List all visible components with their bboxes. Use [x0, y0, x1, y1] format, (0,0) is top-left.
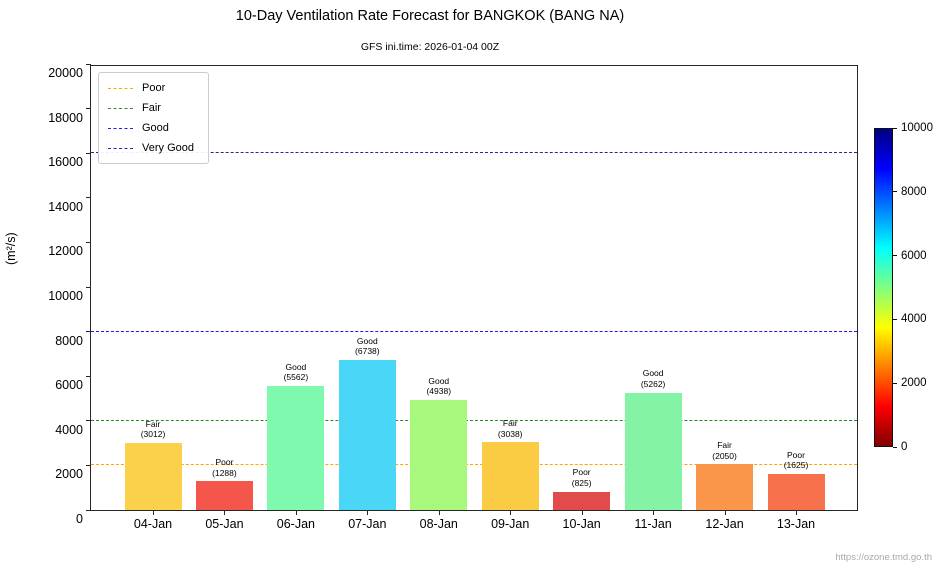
bar-label-11-Jan: Good (5262): [640, 368, 666, 390]
bar-label-13-Jan: Poor (1625): [783, 449, 809, 471]
bar-08-Jan: [410, 399, 468, 510]
bar-12-Jan: [696, 464, 754, 510]
legend-item-poor: Poor: [108, 78, 194, 98]
bar-07-Jan: [338, 359, 396, 510]
threshold-line-poor: [91, 464, 857, 466]
y-tick: [86, 286, 91, 288]
legend-dash-sample: [108, 107, 133, 109]
y-tick: [86, 108, 91, 110]
plot-area: Fair (3012) Poor (1288) Good (5562) Good (6738)…: [48, 63, 858, 531]
bar-05-Jan: [195, 481, 253, 510]
bar-label-05-Jan: Poor (1288): [212, 457, 237, 478]
x-tick: [295, 510, 297, 515]
colorbar-tick-label: 0: [901, 441, 908, 453]
legend-item-fair: Fair: [108, 98, 194, 118]
x-tick-label: 04-Jan: [133, 517, 173, 531]
colorbar: [874, 128, 893, 447]
threshold-line-fair: [91, 419, 857, 421]
footer-url: https://ozone.tmd.go.th: [835, 552, 932, 563]
colorbar-tick: [893, 191, 897, 193]
legend-item-label: Poor: [142, 82, 166, 94]
x-tick: [510, 510, 512, 515]
y-axis-label: (m²/s): [4, 232, 18, 265]
legend-item-very-good: Very Good: [108, 138, 194, 158]
bar-06-Jan: [267, 385, 325, 510]
legend-dash-sample: [108, 147, 133, 149]
legend-dash-sample: [108, 127, 133, 129]
x-tick-label: 08-Jan: [419, 517, 458, 531]
legend: Poor Fair Good Very Good: [98, 72, 209, 164]
bar-04-Jan: [124, 442, 182, 510]
bar-label-09-Jan: Fair (3038): [497, 418, 523, 439]
x-tick-label: 12-Jan: [705, 517, 744, 531]
bar-09-Jan: [481, 442, 539, 510]
bar-label-07-Jan: Good (6738): [355, 335, 380, 357]
bar-label-04-Jan: Fair (3012): [140, 418, 166, 440]
y-tick: [86, 152, 91, 154]
bar-11-Jan: [624, 392, 682, 510]
x-tick-label: 10-Jan: [562, 517, 601, 531]
x-tick: [438, 510, 440, 515]
threshold-line-good: [91, 330, 857, 332]
bar-label-10-Jan: Poor (825): [571, 467, 592, 488]
chart-subtitle: GFS ini.time: 2026-01-04 00Z: [360, 41, 500, 53]
colorbar-tick: [893, 446, 897, 448]
y-tick: [86, 331, 91, 333]
x-tick: [796, 510, 797, 515]
x-tick-label: 09-Jan: [491, 517, 530, 531]
x-tick: [653, 510, 655, 515]
legend-item-label: Good: [142, 122, 169, 134]
bar-10-Jan: [553, 491, 611, 510]
x-tick: [581, 510, 583, 515]
colorbar-tick: [893, 382, 897, 384]
legend-item-label: Fair: [142, 102, 161, 114]
x-tick: [724, 510, 726, 515]
x-tick-label: 13-Jan: [776, 517, 816, 531]
colorbar-tick-label: 2000: [901, 377, 927, 390]
colorbar-tick-label: 8000: [901, 185, 927, 198]
colorbar-tick: [893, 127, 897, 129]
legend-item-label: Very Good: [142, 142, 194, 154]
chart-title: 10-Day Ventilation Rate Forecast for BAN…: [235, 8, 625, 24]
legend-item-good: Good: [108, 118, 194, 138]
y-tick: [86, 509, 91, 511]
colorbar-tick-label: 6000: [901, 249, 927, 262]
x-tick-label: 06-Jan: [276, 517, 315, 531]
x-tick-label: 07-Jan: [348, 517, 387, 531]
x-tick-label: 05-Jan: [205, 517, 244, 531]
x-tick-label: 11-Jan: [634, 517, 672, 531]
bar-label-12-Jan: Fair (2050): [712, 440, 737, 461]
y-tick: [86, 464, 91, 466]
y-tick: [86, 197, 91, 199]
x-tick: [224, 510, 226, 515]
y-tick: [86, 420, 91, 422]
legend-dash-sample: [108, 87, 133, 89]
x-tick: [367, 510, 369, 515]
colorbar-tick-label: 4000: [901, 313, 927, 326]
colorbar-tick-label: 10000: [901, 122, 933, 134]
colorbar-tick: [893, 255, 897, 257]
y-tick: [86, 63, 91, 65]
bar-label-06-Jan: Good (5562): [283, 361, 309, 383]
x-tick: [153, 510, 154, 515]
y-tick: [86, 241, 91, 243]
threshold-line-very-good: [91, 152, 857, 154]
y-tick: [86, 375, 91, 377]
colorbar-tick: [893, 318, 897, 320]
bar-13-Jan: [767, 473, 825, 510]
bar-label-08-Jan: Good (4938): [426, 375, 452, 397]
